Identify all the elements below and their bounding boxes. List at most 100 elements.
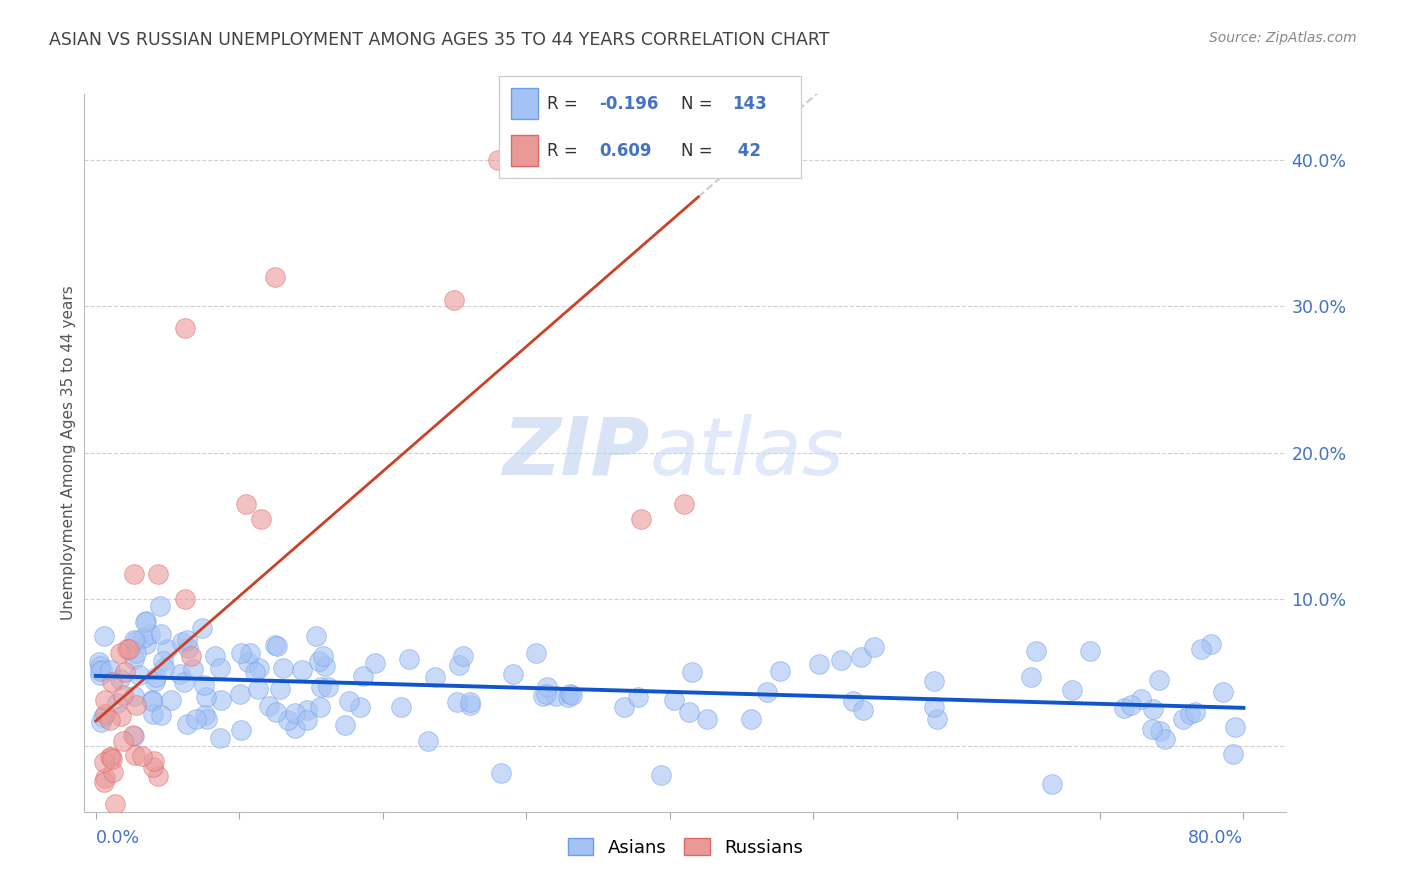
Point bbox=[1147, 673, 1170, 687]
Bar bbox=[512, 88, 538, 119]
Point bbox=[716, 153, 738, 167]
Point bbox=[153, 661, 176, 675]
Point bbox=[446, 695, 468, 709]
Point bbox=[112, 688, 135, 702]
Point bbox=[177, 640, 200, 655]
Point bbox=[131, 631, 153, 645]
Point bbox=[544, 689, 567, 703]
Point bbox=[458, 695, 481, 709]
Point bbox=[194, 708, 217, 723]
Point bbox=[243, 665, 266, 680]
Point bbox=[93, 771, 115, 785]
Point bbox=[170, 635, 193, 649]
Point bbox=[173, 591, 195, 606]
Point bbox=[769, 664, 792, 678]
Point bbox=[295, 703, 318, 717]
Text: 80.0%: 80.0% bbox=[1188, 830, 1243, 847]
Point bbox=[91, 710, 114, 724]
Point bbox=[135, 614, 157, 628]
Point bbox=[264, 638, 287, 652]
Point bbox=[89, 668, 111, 682]
Point bbox=[246, 681, 269, 696]
Point bbox=[229, 723, 252, 738]
Point bbox=[451, 648, 474, 663]
Point bbox=[443, 293, 465, 307]
Point bbox=[152, 654, 174, 668]
Point bbox=[110, 709, 132, 723]
Point bbox=[363, 656, 385, 670]
Point bbox=[1223, 720, 1246, 734]
Point bbox=[922, 673, 945, 688]
Point bbox=[169, 666, 191, 681]
Point bbox=[524, 646, 547, 660]
Point bbox=[1199, 637, 1222, 651]
Point bbox=[849, 650, 872, 665]
Point bbox=[557, 690, 579, 704]
Point bbox=[103, 764, 125, 779]
Point bbox=[863, 640, 886, 655]
Point bbox=[193, 678, 215, 692]
Point bbox=[1019, 670, 1042, 684]
Point bbox=[204, 648, 226, 663]
Point bbox=[333, 717, 356, 731]
Point bbox=[681, 665, 703, 680]
Point bbox=[502, 667, 524, 681]
Point bbox=[1189, 642, 1212, 657]
Point bbox=[423, 670, 446, 684]
Point bbox=[229, 687, 252, 701]
Point bbox=[149, 707, 172, 722]
Point bbox=[112, 734, 135, 748]
Point bbox=[93, 629, 115, 643]
Text: Source: ZipAtlas.com: Source: ZipAtlas.com bbox=[1209, 31, 1357, 45]
Point bbox=[558, 687, 581, 701]
Point bbox=[98, 663, 121, 677]
Point bbox=[91, 663, 114, 677]
Point bbox=[115, 642, 138, 657]
Point bbox=[678, 705, 700, 719]
Point bbox=[389, 700, 412, 714]
Point bbox=[1142, 702, 1164, 716]
Point bbox=[352, 669, 374, 683]
Point bbox=[416, 734, 439, 748]
Point bbox=[118, 641, 141, 656]
Point bbox=[740, 713, 762, 727]
Point bbox=[89, 659, 111, 673]
Point bbox=[284, 706, 307, 720]
Point bbox=[124, 633, 146, 648]
Point bbox=[349, 700, 371, 714]
Point bbox=[141, 693, 163, 707]
Point bbox=[135, 637, 157, 651]
Point bbox=[122, 689, 145, 703]
Point bbox=[536, 680, 558, 694]
Point bbox=[1171, 712, 1194, 726]
Point bbox=[247, 661, 270, 675]
Point bbox=[295, 713, 318, 727]
Point bbox=[1178, 706, 1201, 721]
Point bbox=[1154, 731, 1177, 746]
Point bbox=[627, 690, 650, 705]
Point bbox=[121, 728, 143, 742]
Point bbox=[124, 652, 146, 666]
Point bbox=[1149, 723, 1171, 738]
Point bbox=[89, 664, 111, 678]
Text: 42: 42 bbox=[733, 142, 761, 160]
Point bbox=[486, 153, 509, 167]
Point bbox=[449, 657, 471, 672]
Point bbox=[124, 747, 146, 762]
Point bbox=[277, 714, 299, 728]
Point bbox=[131, 748, 153, 763]
Point bbox=[108, 646, 131, 660]
Point bbox=[264, 705, 287, 719]
Text: 143: 143 bbox=[733, 95, 766, 112]
Point bbox=[134, 615, 156, 630]
Bar bbox=[512, 136, 538, 166]
Point bbox=[184, 712, 207, 726]
Text: ZIP: ZIP bbox=[502, 414, 650, 491]
Point bbox=[316, 680, 339, 694]
Point bbox=[128, 668, 150, 682]
Point bbox=[852, 703, 875, 717]
Point bbox=[125, 698, 148, 713]
Point bbox=[1119, 698, 1142, 713]
Point bbox=[337, 694, 360, 708]
Point bbox=[100, 750, 122, 764]
